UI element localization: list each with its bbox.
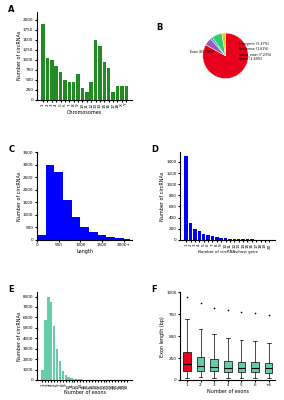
Bar [76,74,80,100]
X-axis label: Length: Length [76,249,93,254]
Text: E: E [8,285,14,294]
Bar [80,227,89,240]
Bar [124,86,128,100]
Bar [63,200,72,240]
PathPatch shape [251,362,259,372]
Wedge shape [206,39,225,56]
Text: Antisense (1.61%): Antisense (1.61%) [239,47,268,51]
Bar [68,82,71,100]
Wedge shape [210,37,225,56]
Bar [211,236,214,240]
Bar [116,86,119,100]
Bar [46,58,49,100]
Bar [246,239,249,240]
Bar [62,371,64,380]
Bar [64,375,67,380]
Bar [228,239,232,240]
Bar [241,239,245,240]
Bar [56,349,58,380]
PathPatch shape [210,359,218,371]
Bar [233,239,236,240]
Bar [41,24,45,100]
Bar [50,302,53,380]
Bar [89,232,98,240]
Text: A: A [8,5,15,14]
Text: D: D [151,145,158,154]
Bar [220,238,223,240]
Y-axis label: Number of circRNAs: Number of circRNAs [16,171,22,221]
PathPatch shape [224,361,231,372]
Bar [37,235,46,240]
Bar [44,320,47,380]
Y-axis label: Exon length (bp): Exon length (bp) [160,316,165,356]
Bar [193,229,197,240]
PathPatch shape [238,362,245,372]
Bar [189,223,192,240]
Bar [103,62,106,100]
Y-axis label: Number of circRNAs: Number of circRNAs [16,31,22,80]
Bar [50,60,53,100]
Bar [111,92,115,100]
Bar [46,165,54,240]
Bar [198,232,201,240]
Bar [63,80,67,100]
Text: Intron_exon (7.23%): Intron_exon (7.23%) [239,52,271,56]
Wedge shape [212,33,225,56]
Bar [59,361,61,380]
Bar [206,235,210,240]
Bar [81,88,84,100]
Bar [237,239,241,240]
Bar [202,234,205,240]
Text: B: B [156,23,162,32]
Bar [73,379,76,380]
Bar [76,379,79,380]
Y-axis label: Number of circRNAs: Number of circRNAs [160,171,165,221]
Y-axis label: Number of circRNAs: Number of circRNAs [16,312,22,361]
Bar [70,378,73,380]
Bar [184,156,188,240]
Wedge shape [222,33,225,56]
Bar [98,235,106,240]
Bar [107,68,110,100]
Bar [67,377,70,380]
Bar [72,82,76,100]
PathPatch shape [265,363,272,372]
PathPatch shape [183,352,191,371]
Wedge shape [203,33,248,78]
X-axis label: Number of exons: Number of exons [64,390,106,395]
X-axis label: Number of exons: Number of exons [207,389,249,394]
Bar [54,172,63,240]
Bar [89,82,93,100]
PathPatch shape [197,357,204,371]
Bar [115,238,124,240]
Bar [94,40,97,100]
Text: Exon (83.09%): Exon (83.09%) [190,50,214,54]
X-axis label: Number of circRNAs/host gene: Number of circRNAs/host gene [198,250,258,254]
Text: C: C [8,145,14,154]
Bar [124,238,130,240]
Bar [59,72,62,100]
Bar [55,66,58,100]
Bar [98,46,102,100]
Bar [120,86,124,100]
Bar [53,326,55,380]
Bar [47,296,49,380]
Text: F: F [151,285,157,294]
Text: Intergenic (5.47%): Intergenic (5.47%) [239,42,269,46]
Bar [41,370,44,380]
Bar [224,238,227,240]
Text: Intron (2.60%): Intron (2.60%) [239,57,262,61]
Bar [106,236,115,240]
X-axis label: Chromosomes: Chromosomes [67,110,102,115]
Bar [72,217,80,240]
Bar [85,92,89,100]
Bar [215,237,219,240]
